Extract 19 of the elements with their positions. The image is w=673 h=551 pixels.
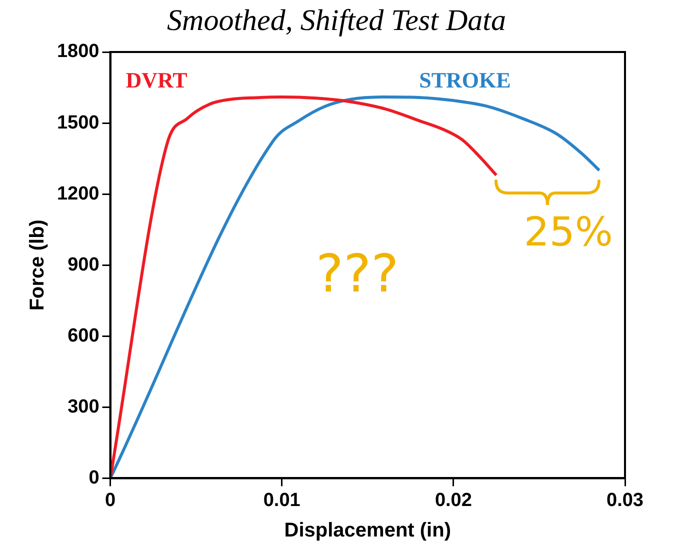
x-axis-title: Displacement (in) xyxy=(284,520,451,542)
series-label: DVRT xyxy=(126,68,188,93)
y-tick-label: 0 xyxy=(88,467,100,488)
annotation: 25% xyxy=(524,210,613,256)
x-tick-label: 0 xyxy=(104,490,116,511)
x-tick-label: 0.02 xyxy=(434,490,472,511)
y-tick-label: 1800 xyxy=(56,41,100,62)
y-axis-title: Force (lb) xyxy=(26,220,49,311)
x-tick-label: 0.03 xyxy=(606,490,644,511)
line-series xyxy=(110,95,498,478)
annotation: ??? xyxy=(316,244,399,304)
y-tick-label: 1200 xyxy=(56,183,100,204)
x-tick-label: 0.01 xyxy=(263,490,301,511)
y-tick-label: 900 xyxy=(68,254,100,276)
chart-title: Smoothed, Shifted Test Data xyxy=(166,4,507,38)
y-tick-label: 1500 xyxy=(56,112,100,134)
y-tick-label: 600 xyxy=(68,325,100,346)
y-tick-label: 300 xyxy=(68,396,100,418)
series-label: STROKE xyxy=(419,68,511,93)
